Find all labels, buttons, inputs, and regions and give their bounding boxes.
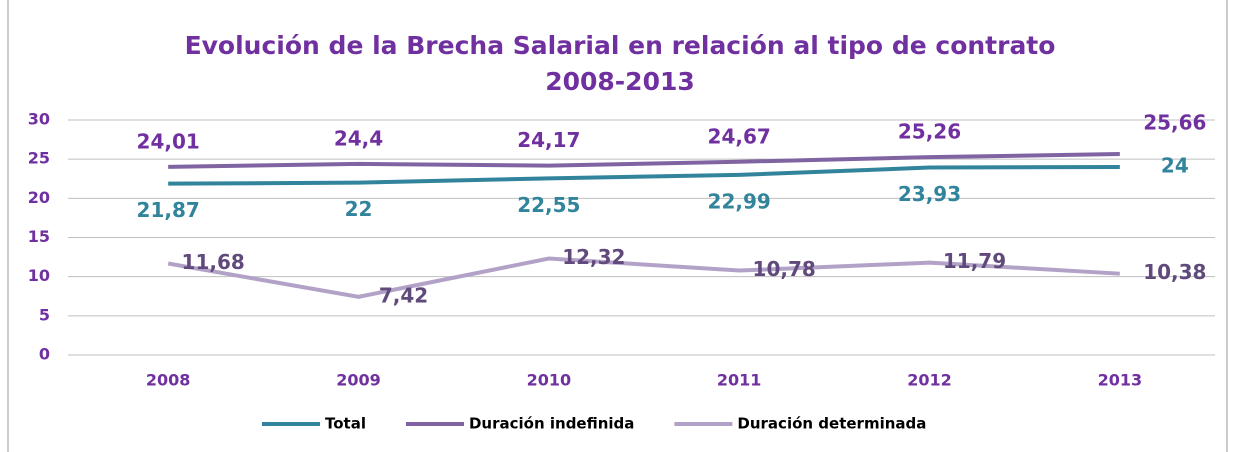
x-tick-label: 2009 [336, 371, 381, 390]
y-tick-label: 10 [28, 266, 50, 285]
legend-label: Duración indefinida [469, 415, 634, 433]
y-tick-label: 5 [39, 305, 50, 324]
x-tick-label: 2008 [146, 371, 191, 390]
data-label: 22 [345, 197, 373, 221]
data-label: 23,93 [898, 182, 961, 206]
data-label: 22,55 [517, 193, 580, 217]
data-label: 24,4 [334, 126, 383, 150]
x-tick-label: 2010 [527, 371, 572, 390]
data-label: 12,32 [562, 245, 625, 269]
legend-label: Total [325, 415, 366, 433]
data-label: 11,68 [182, 250, 245, 274]
data-label: 21,87 [137, 198, 200, 222]
data-label: 10,38 [1143, 260, 1206, 284]
y-tick-label: 25 [28, 149, 50, 168]
chart-title: Evolución de la Brecha Salarial en relac… [184, 31, 1056, 96]
x-tick-label: 2013 [1098, 371, 1143, 390]
data-label: 24,67 [708, 124, 771, 148]
y-tick-label: 0 [39, 345, 50, 364]
data-label: 25,26 [898, 120, 961, 144]
y-tick-label: 30 [28, 110, 50, 129]
series-line [167, 256, 1120, 299]
series-line [168, 165, 1120, 186]
data-label: 24,17 [517, 128, 580, 152]
data-label: 24,01 [137, 129, 200, 153]
series-line [168, 151, 1120, 169]
legend-label: Duración determinada [737, 415, 926, 433]
x-tick-label: 2011 [717, 371, 762, 390]
y-tick-label: 20 [28, 188, 50, 207]
y-tick-label: 15 [28, 227, 50, 246]
data-label: 11,79 [943, 249, 1006, 273]
data-label: 7,42 [379, 283, 428, 307]
data-label: 22,99 [708, 189, 771, 213]
data-label: 24 [1161, 154, 1189, 178]
data-label: 25,66 [1143, 110, 1206, 134]
x-tick-label: 2012 [907, 371, 952, 390]
data-label: 10,78 [753, 257, 816, 281]
